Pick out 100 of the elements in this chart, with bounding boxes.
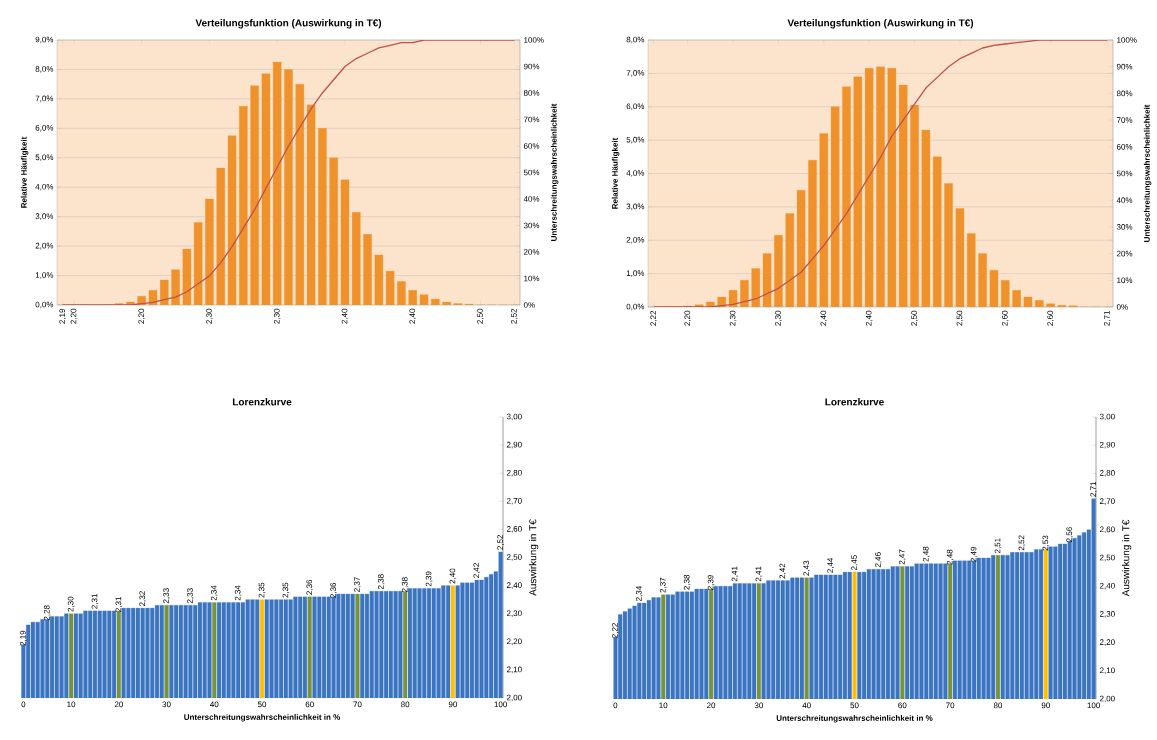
y2-tick-label: 0% <box>1116 304 1128 310</box>
data-label: 2,43 <box>803 560 810 576</box>
y-tick-label: 0,0% <box>35 301 54 309</box>
y-tick-label: 4,0% <box>626 170 645 177</box>
x-tick-label: 60 <box>305 701 314 708</box>
x-tick-label: 2,60 <box>1047 310 1054 326</box>
y2-axis-title: Unterschreitungswahrscheinlichkeit <box>1143 104 1152 242</box>
x-tick-label: 2,30 <box>775 310 782 326</box>
x-tick-label: 2,19 <box>59 308 66 324</box>
y2-tick-label: 40% <box>523 196 540 202</box>
x-tick-label: 2,50 <box>956 310 964 326</box>
data-label: 2,47 <box>899 549 906 565</box>
y-axis-title: Auswirkung in T€ <box>528 519 539 596</box>
y2-tick-label: 90% <box>1116 63 1133 70</box>
x-tick-label: 70 <box>946 702 955 709</box>
data-label: 2,35 <box>258 582 266 598</box>
data-label: 2,33 <box>187 588 194 604</box>
y2-tick-label: 90% <box>523 63 540 70</box>
y-tick-label: 2,40 <box>506 582 522 589</box>
chart-title: Lorenzkurve <box>825 398 884 406</box>
y2-tick-label: 40% <box>1116 197 1133 204</box>
x-tick-label: 50 <box>850 702 859 709</box>
y-tick-label: 2,30 <box>1099 611 1115 618</box>
y-tick-label: 8,0% <box>626 36 645 44</box>
y-tick-label: 4,0% <box>35 183 54 191</box>
x-tick-label: 0 <box>21 701 26 708</box>
y2-tick-label: 0% <box>523 302 535 308</box>
y2-tick-label: 30% <box>523 222 540 229</box>
x-tick-label: 2,71 <box>1104 310 1111 326</box>
y-tick-label: 3,0% <box>35 213 54 220</box>
data-label: 2,31 <box>115 597 123 612</box>
y-tick-label: 9,0% <box>35 36 54 44</box>
y-axis-title: Relative Häufigkeit <box>611 137 620 209</box>
x-tick-label: 2,22 <box>650 310 657 326</box>
x-tick-label: 20 <box>114 701 123 708</box>
x-tick-label: 2,20 <box>138 308 145 324</box>
y2-tick-label: 20% <box>523 249 540 255</box>
data-label: 2,37 <box>659 577 667 593</box>
data-label: 2,19 <box>20 630 27 646</box>
y-tick-label: 2,90 <box>506 441 522 449</box>
data-label: 2,33 <box>163 588 170 604</box>
data-label: 2,48 <box>922 546 930 562</box>
data-label: 2,56 <box>1066 527 1074 542</box>
y-tick-label: 2,0% <box>35 242 54 250</box>
x-tick-label: 20 <box>707 702 716 709</box>
y2-tick-label: 10% <box>1117 277 1133 284</box>
y2-tick-label: 80% <box>1116 90 1133 97</box>
data-label: 2,38 <box>378 574 385 590</box>
y2-tick-label: 30% <box>1116 224 1133 230</box>
y-axis-title: Relative Häufigkeit <box>20 136 29 208</box>
chart-title: Verteilungsfunktion (Auswirkung in T€) <box>787 19 974 29</box>
data-label: 2,30 <box>67 596 75 612</box>
data-label: 2,32 <box>139 591 146 606</box>
x-tick-label: 90 <box>448 701 458 708</box>
y-tick-label: 7,0% <box>626 70 645 77</box>
data-label: 2,51 <box>994 538 1002 554</box>
y-tick-label: 0,0% <box>626 303 645 311</box>
y2-tick-label: 70% <box>1116 117 1133 123</box>
x-tick-label: 2,40 <box>341 308 349 324</box>
data-label: 2,39 <box>707 575 715 590</box>
y-tick-label: 2,00 <box>1099 695 1115 703</box>
chart-title: Verteilungsfunktion (Auswirkung in T€) <box>195 19 382 29</box>
data-label: 2,39 <box>425 571 433 587</box>
y2-tick-label: 70% <box>523 116 540 123</box>
x-axis-title: Unterschreitungswahrscheinlichkeit in % <box>184 714 341 722</box>
data-label: 2,49 <box>970 546 978 562</box>
data-label: 2,48 <box>946 549 954 565</box>
x-tick-label: 2,40 <box>820 310 828 326</box>
data-label: 2,22 <box>612 623 619 638</box>
y-tick-label: 2,80 <box>506 469 522 477</box>
y2-tick-label: 80% <box>523 90 540 96</box>
y-tick-label: 2,70 <box>506 498 522 505</box>
y-axis-title: Auswirkung in T€ <box>1121 519 1132 597</box>
data-label: 2,46 <box>875 552 882 568</box>
data-label: 2,38 <box>683 574 691 590</box>
y-tick-label: 2,00 <box>506 694 522 702</box>
y-tick-label: 2,60 <box>1099 526 1115 534</box>
x-axis-title: Unterschreitungswahrscheinlichkeit in % <box>776 715 933 723</box>
x-tick-label: 2,30 <box>273 308 281 324</box>
y-tick-label: 5,0% <box>626 136 645 144</box>
y2-tick-label: 100% <box>1117 37 1137 43</box>
x-tick-label: 2,40 <box>865 310 873 326</box>
data-label: 2,53 <box>1042 535 1050 551</box>
data-label: 2,71 <box>1090 481 1097 497</box>
y2-axis-title: Unterschreitungswahrscheinlichkeit <box>550 103 559 241</box>
x-tick-label: 60 <box>898 702 907 709</box>
data-label: 2,34 <box>210 585 218 601</box>
data-label: 2,28 <box>43 605 51 621</box>
y2-tick-label: 10% <box>524 275 540 282</box>
y2-tick-label: 20% <box>1116 250 1133 257</box>
y-tick-label: 5,0% <box>35 154 54 162</box>
data-label: 2,38 <box>401 577 409 593</box>
y-tick-label: 2,20 <box>506 638 522 646</box>
y2-tick-label: 60% <box>523 143 540 149</box>
y-tick-label: 8,0% <box>35 66 54 73</box>
y2-tick-label: 60% <box>1116 143 1133 150</box>
data-label: 2,31 <box>91 594 99 609</box>
y2-tick-label: 50% <box>523 169 540 176</box>
y2-tick-label: 50% <box>1116 170 1133 177</box>
y-tick-label: 2,80 <box>1099 470 1115 477</box>
